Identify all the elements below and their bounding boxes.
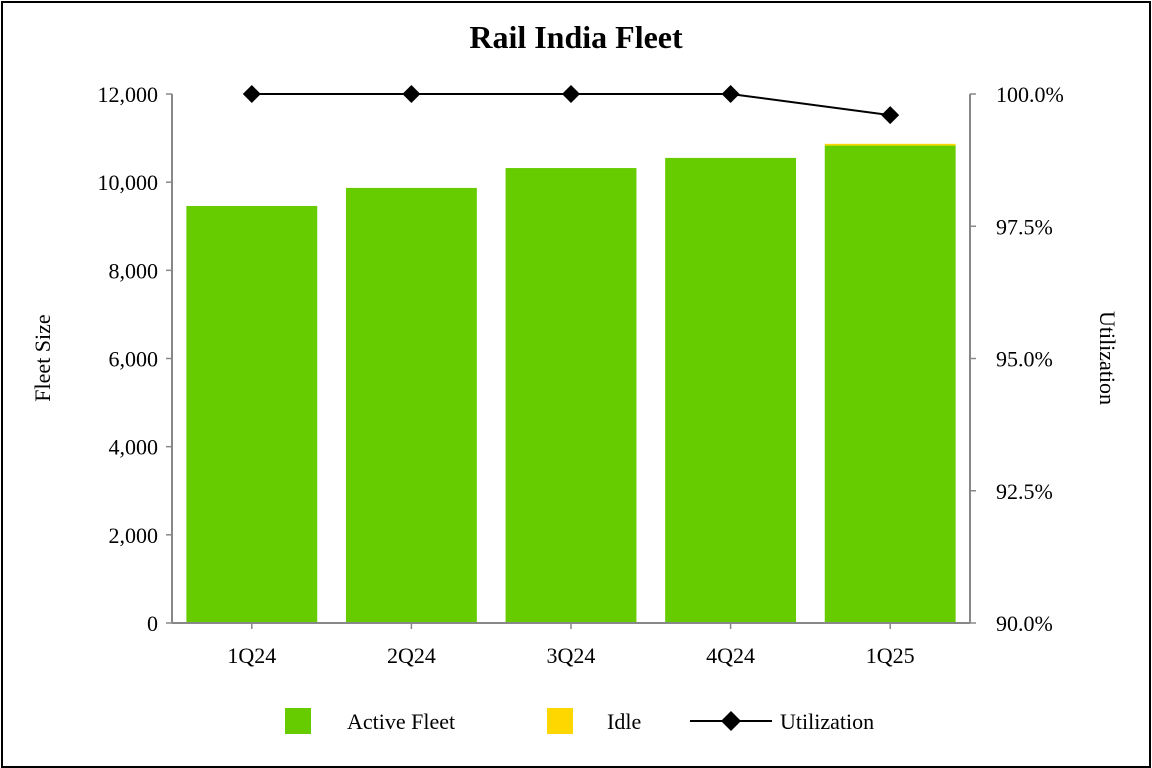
utilization-point (881, 106, 900, 125)
utilization-point (242, 85, 261, 103)
x-tick-label: 4Q24 (706, 643, 755, 668)
legend-marker-utilization (721, 711, 741, 731)
bar-active-fleet (824, 145, 956, 623)
legend-label-idle: Idle (607, 709, 641, 734)
y2-tick-label: 92.5% (996, 479, 1053, 504)
y-tick-label: 0 (147, 611, 158, 636)
y-axis-label: Fleet Size (30, 314, 55, 401)
x-tick-label: 3Q24 (547, 643, 596, 668)
x-tick-label: 1Q25 (866, 643, 915, 668)
y-tick-label: 10,000 (98, 170, 159, 195)
legend: Active Fleet Idle Utilization (285, 708, 874, 734)
x-tick-label: 1Q24 (227, 643, 276, 668)
y-tick-label: 4,000 (109, 435, 159, 460)
y2-tick-label: 90.0% (996, 611, 1053, 636)
utilization-point (562, 85, 580, 103)
legend-label-active: Active Fleet (347, 709, 455, 734)
y-tick-label: 12,000 (98, 82, 159, 107)
chart-title: Rail India Fleet (469, 19, 683, 55)
bar-idle (824, 143, 956, 146)
y-tick-label: 2,000 (109, 523, 159, 548)
legend-label-utilization: Utilization (780, 709, 874, 734)
utilization-point (402, 85, 421, 103)
bar-active-fleet (505, 168, 637, 623)
y2-tick-label: 97.5% (996, 214, 1053, 239)
utilization-point (721, 85, 740, 103)
y-tick-label: 8,000 (109, 258, 159, 283)
bar-active-fleet (665, 157, 797, 623)
legend-swatch-idle (547, 708, 573, 734)
y-tick-label: 6,000 (109, 347, 159, 372)
legend-swatch-active (285, 708, 311, 734)
y2-tick-label: 100.0% (996, 82, 1064, 107)
bar-active-fleet (186, 205, 318, 623)
x-tick-label: 2Q24 (387, 643, 436, 668)
y2-axis-label: Utilization (1095, 311, 1120, 405)
y2-tick-label: 95.0% (996, 347, 1053, 372)
bar-active-fleet (345, 187, 477, 623)
